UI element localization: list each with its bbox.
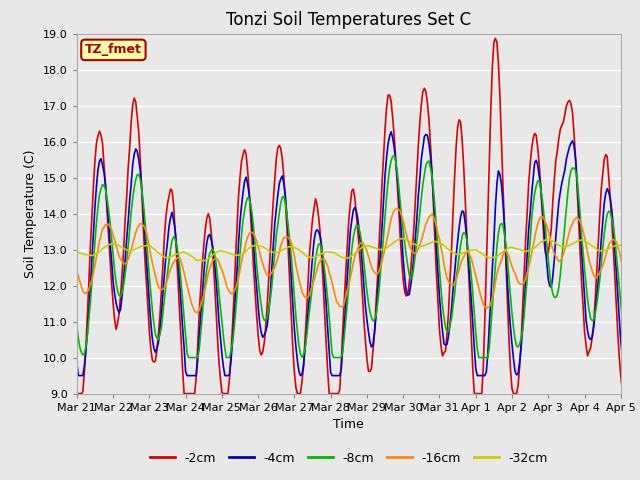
-16cm: [194, 310, 202, 315]
X-axis label: Time: Time: [333, 418, 364, 431]
-8cm: [185, 355, 193, 360]
-4cm: [94, 167, 102, 173]
-2cm: [573, 182, 581, 188]
-32cm: [488, 254, 496, 260]
-32cm: [200, 258, 207, 264]
-4cm: [387, 129, 395, 135]
-16cm: [575, 216, 582, 222]
-8cm: [93, 220, 100, 226]
Line: -4cm: -4cm: [77, 132, 640, 375]
-16cm: [93, 254, 100, 260]
-32cm: [93, 251, 100, 256]
-16cm: [111, 237, 118, 242]
-16cm: [394, 205, 401, 211]
-4cm: [73, 360, 81, 366]
-2cm: [73, 391, 81, 396]
-4cm: [575, 200, 582, 206]
-2cm: [492, 36, 499, 41]
-4cm: [372, 314, 380, 320]
-32cm: [398, 236, 406, 241]
-32cm: [372, 245, 380, 251]
-32cm: [575, 238, 582, 244]
Text: TZ_fmet: TZ_fmet: [85, 43, 142, 56]
-16cm: [372, 271, 380, 276]
-16cm: [73, 269, 81, 275]
Y-axis label: Soil Temperature (C): Soil Temperature (C): [24, 149, 38, 278]
-32cm: [73, 250, 81, 255]
-4cm: [76, 372, 84, 378]
-8cm: [488, 304, 496, 310]
Line: -8cm: -8cm: [77, 156, 640, 358]
-2cm: [93, 140, 100, 146]
-4cm: [112, 300, 120, 306]
-8cm: [73, 324, 81, 329]
-2cm: [111, 317, 118, 323]
-8cm: [111, 267, 118, 273]
-32cm: [111, 241, 118, 247]
-8cm: [372, 313, 380, 319]
-8cm: [390, 153, 398, 158]
-16cm: [488, 296, 496, 301]
Line: -32cm: -32cm: [77, 239, 640, 261]
-2cm: [371, 330, 378, 336]
Line: -2cm: -2cm: [77, 38, 640, 394]
-8cm: [575, 192, 582, 197]
-4cm: [488, 265, 496, 271]
Legend: -2cm, -4cm, -8cm, -16cm, -32cm: -2cm, -4cm, -8cm, -16cm, -32cm: [145, 447, 553, 469]
Title: Tonzi Soil Temperatures Set C: Tonzi Soil Temperatures Set C: [226, 11, 472, 29]
Line: -16cm: -16cm: [77, 208, 640, 312]
-2cm: [486, 156, 493, 162]
